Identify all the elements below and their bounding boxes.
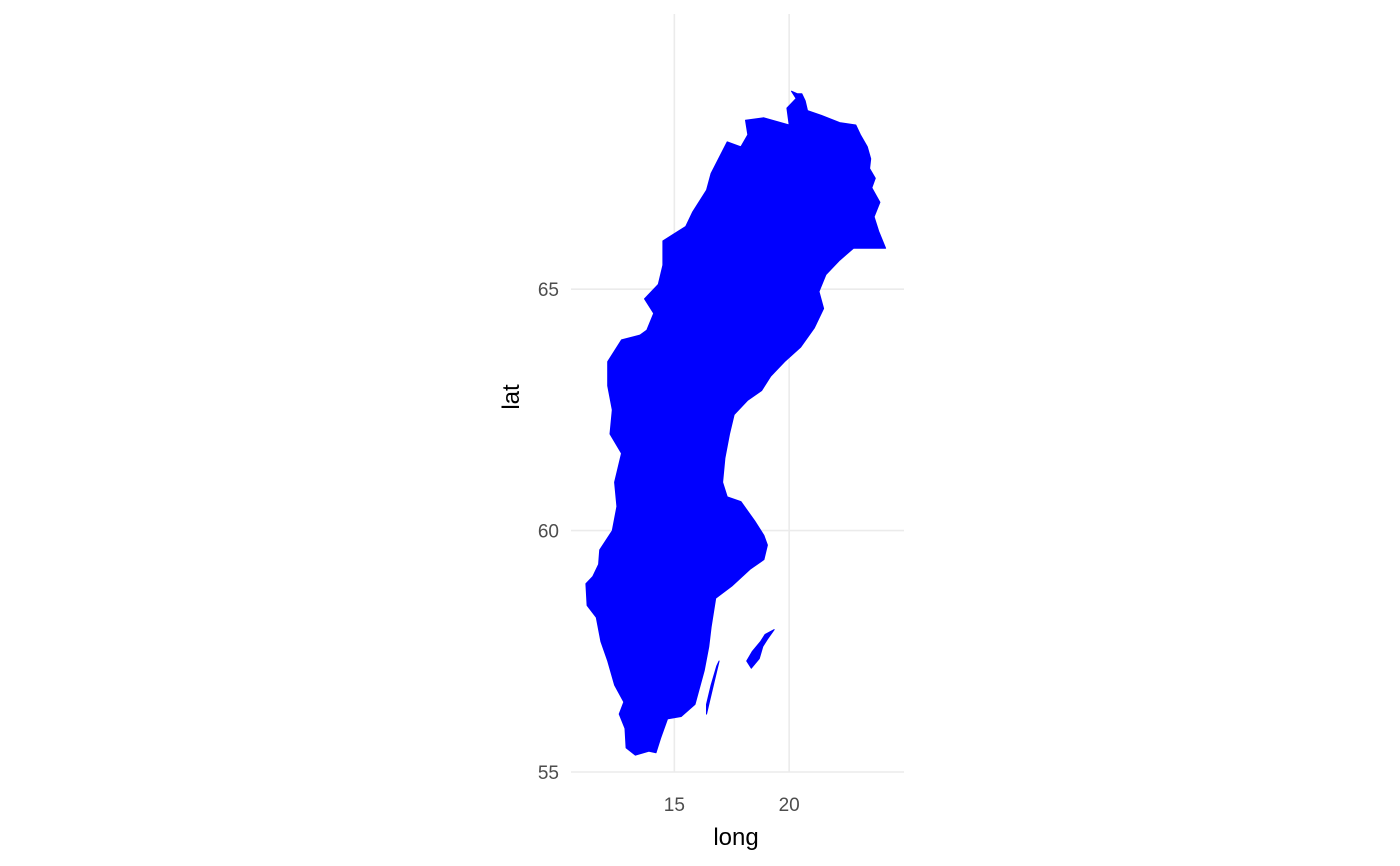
x-axis-title: long bbox=[713, 824, 758, 851]
y-axis-title: lat bbox=[498, 384, 525, 410]
y-tick-label-65: 65 bbox=[538, 280, 559, 301]
shape-gotland bbox=[746, 629, 775, 669]
tick-labels: 15 20 55 60 65 bbox=[538, 280, 800, 816]
x-tick-label-20: 20 bbox=[779, 795, 800, 816]
map-shapes bbox=[585, 90, 887, 756]
y-tick-label-60: 60 bbox=[538, 522, 559, 543]
shape-oland bbox=[706, 660, 720, 715]
y-tick-label-55: 55 bbox=[538, 763, 559, 784]
x-tick-label-15: 15 bbox=[664, 795, 685, 816]
shape-mainland bbox=[585, 90, 887, 756]
